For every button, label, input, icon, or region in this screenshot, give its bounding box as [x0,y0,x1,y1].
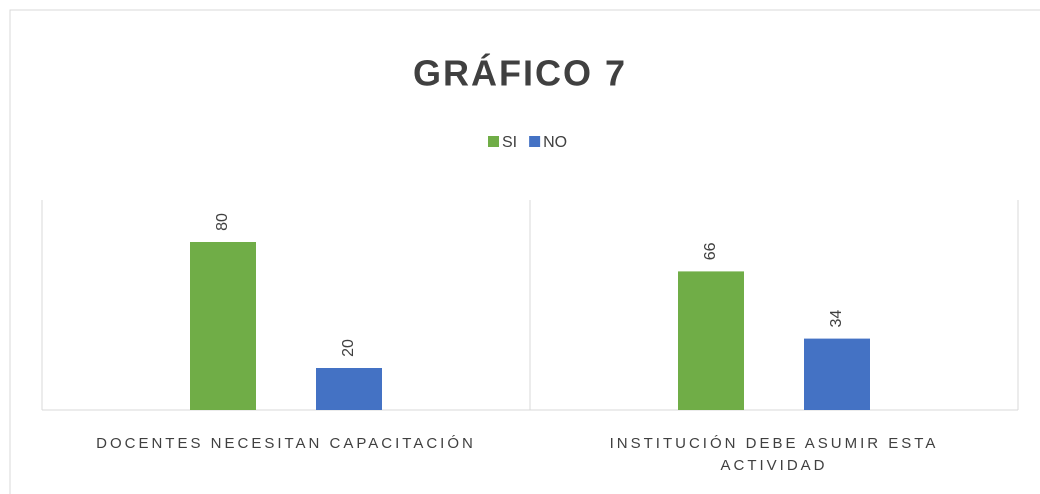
legend-label: SI [502,134,517,151]
legend-label: NO [543,134,567,151]
bar [190,242,256,410]
data-label: 66 [702,242,719,260]
x-tick-label: DOCENTES NECESITAN CAPACITACIÓN [96,435,476,452]
chart-border [9,9,1040,494]
data-label: 20 [340,339,357,357]
data-label: 34 [828,310,845,328]
chart-title: GRÁFICO 7 [413,53,627,94]
bar [316,368,382,410]
legend-swatch [488,136,499,147]
x-tick-label: INSTITUCIÓN DEBE ASUMIR ESTA ACTIVIDAD [609,435,939,474]
bar [678,271,744,410]
bar [804,338,870,410]
data-label: 80 [214,213,231,231]
legend-swatch [529,136,541,147]
